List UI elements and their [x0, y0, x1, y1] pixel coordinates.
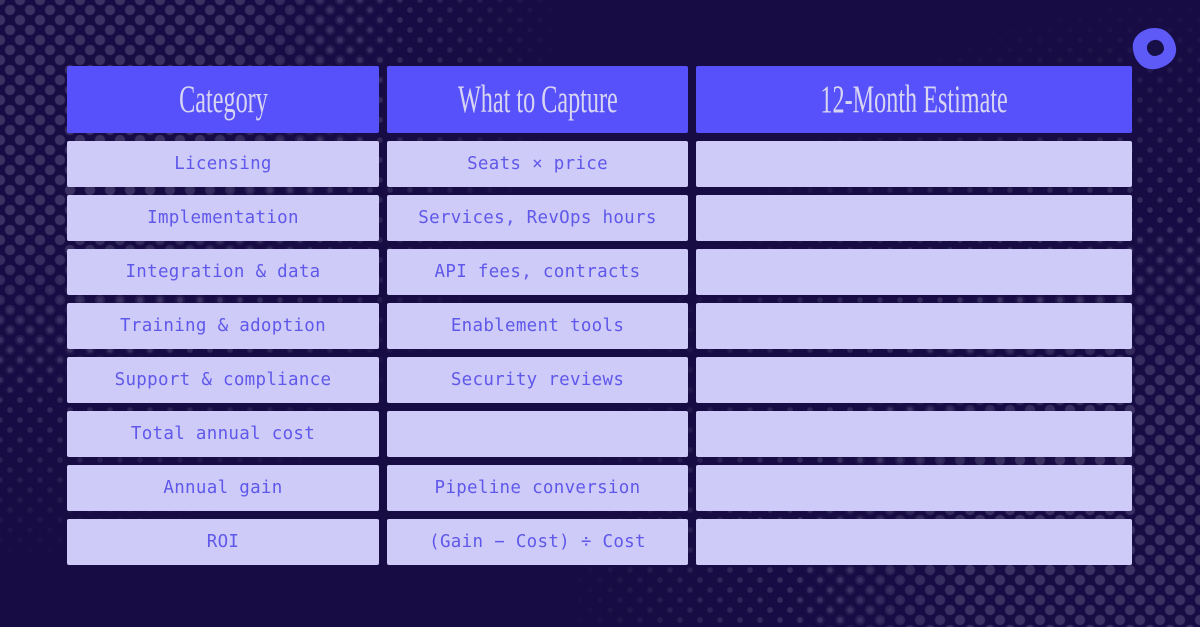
header-12-month-estimate-label: 12-Month Estimate — [820, 78, 1008, 121]
cell-category-integration-data: Integration & data — [67, 249, 379, 295]
cell-estimate-roi — [696, 519, 1132, 565]
cell-estimate-total-annual-cost — [696, 411, 1132, 457]
cell-category-total-annual-cost: Total annual cost — [67, 411, 379, 457]
cell-estimate-training-adoption — [696, 303, 1132, 349]
logo-hole — [1146, 39, 1165, 57]
cell-capture-training-adoption: Enablement tools — [387, 303, 688, 349]
header-category-label: Category — [178, 78, 268, 121]
header-what-to-capture: What to Capture — [387, 66, 688, 133]
header-what-to-capture-label: What to Capture — [457, 78, 618, 121]
cell-estimate-support-compliance — [696, 357, 1132, 403]
cell-capture-annual-gain: Pipeline conversion — [387, 465, 688, 511]
cell-estimate-integration-data — [696, 249, 1132, 295]
header-12-month-estimate: 12-Month Estimate — [696, 66, 1132, 133]
cell-category-annual-gain: Annual gain — [67, 465, 379, 511]
cell-capture-implementation: Services, RevOps hours — [387, 195, 688, 241]
cell-category-roi: ROI — [67, 519, 379, 565]
cell-category-licensing: Licensing — [67, 141, 379, 187]
cell-estimate-licensing — [696, 141, 1132, 187]
cell-category-training-adoption: Training & adoption — [67, 303, 379, 349]
cell-capture-roi: (Gain − Cost) ÷ Cost — [387, 519, 688, 565]
cell-estimate-implementation — [696, 195, 1132, 241]
cell-category-implementation: Implementation — [67, 195, 379, 241]
cell-estimate-annual-gain — [696, 465, 1132, 511]
cell-capture-integration-data: API fees, contracts — [387, 249, 688, 295]
cell-capture-total-annual-cost — [387, 411, 688, 457]
roi-worksheet-table: Category What to Capture 12-Month Estima… — [67, 66, 1132, 565]
header-category: Category — [67, 66, 379, 133]
outreach-logo — [1130, 25, 1179, 72]
cell-category-support-compliance: Support & compliance — [67, 357, 379, 403]
cell-capture-licensing: Seats × price — [387, 141, 688, 187]
cell-capture-support-compliance: Security reviews — [387, 357, 688, 403]
